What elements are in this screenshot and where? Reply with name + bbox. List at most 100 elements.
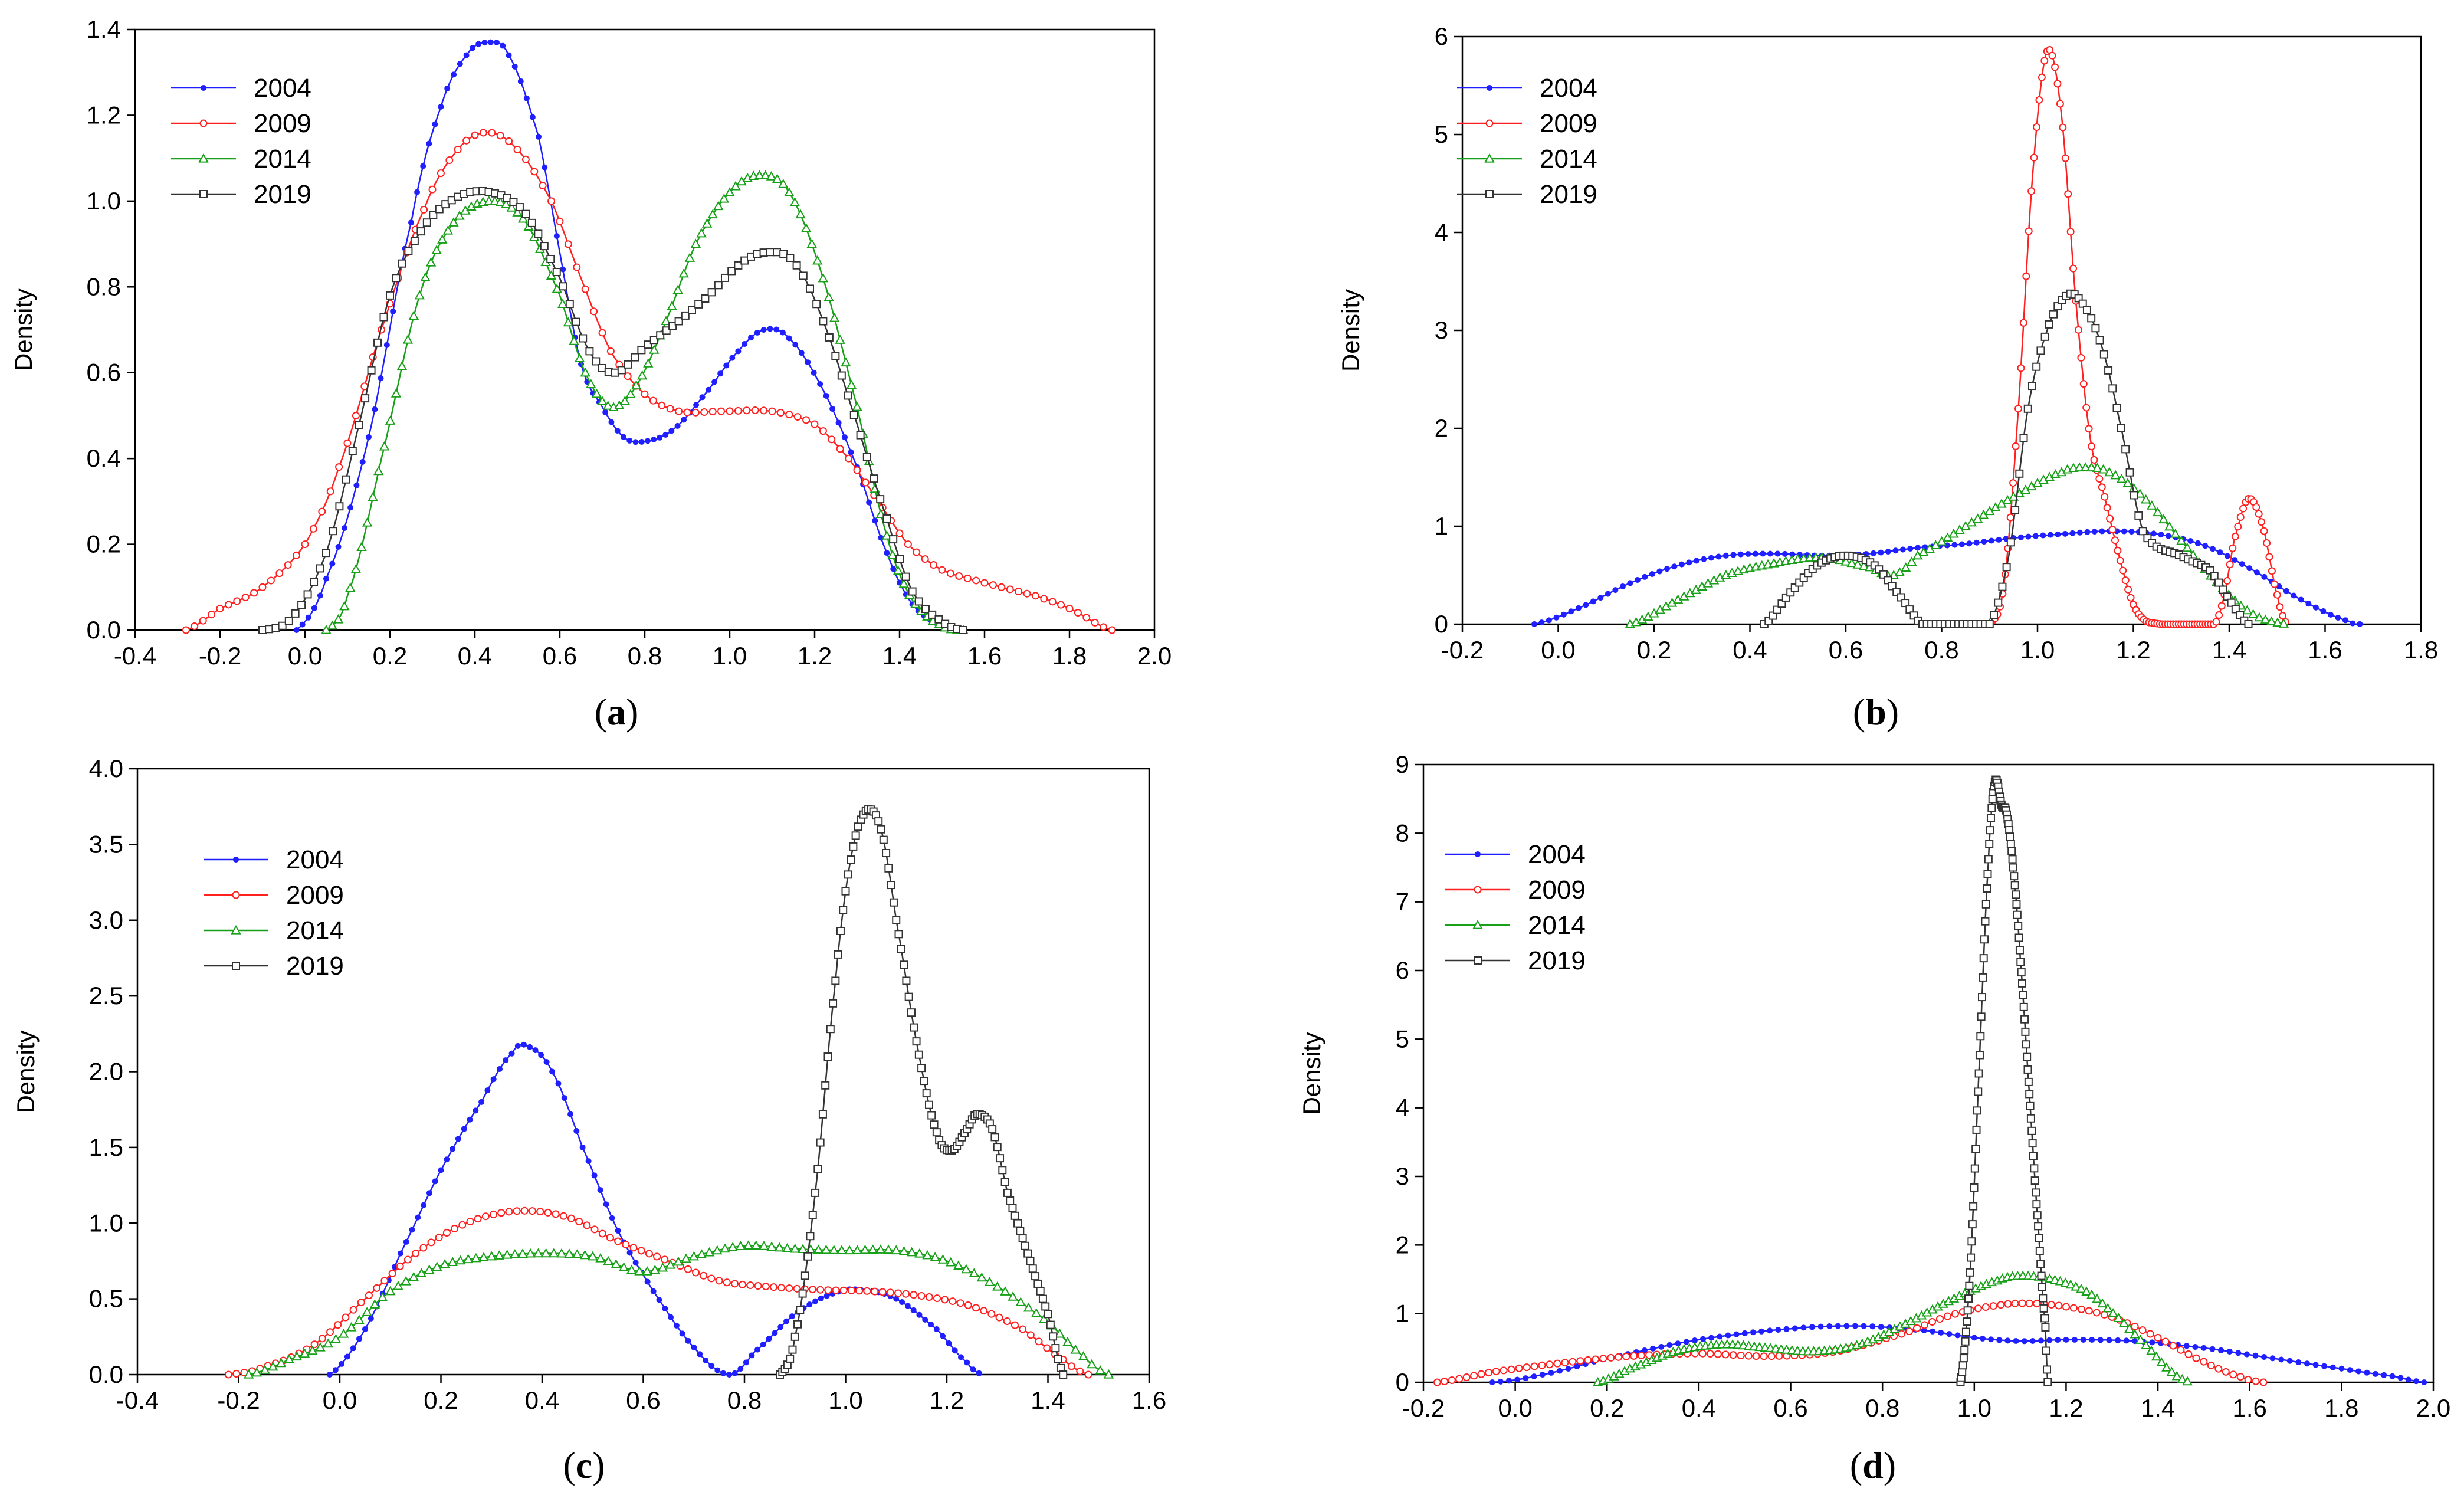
data-point: [1752, 1352, 1760, 1360]
data-point: [631, 353, 639, 362]
data-point: [1946, 1331, 1953, 1337]
data-point: [567, 1214, 575, 1222]
data-point: [2187, 537, 2194, 544]
data-point: [603, 1201, 609, 1208]
x-tick-label: 1.0: [1957, 1394, 1991, 1422]
legend-marker-2019: [1474, 956, 1482, 965]
data-point: [1861, 1323, 1867, 1329]
data-point: [2007, 847, 2016, 855]
data-point: [1701, 556, 1707, 562]
data-point: [1036, 1287, 1045, 1296]
legend-label-2004: 2004: [286, 845, 344, 874]
data-point: [574, 353, 585, 362]
data-point: [2115, 1337, 2121, 1343]
data-point: [2097, 1298, 2108, 1308]
data-point: [890, 566, 897, 572]
data-point: [2035, 96, 2043, 104]
data-point: [1967, 1237, 1976, 1246]
data-point: [1884, 576, 1892, 585]
data-point: [278, 621, 287, 630]
data-point: [2061, 154, 2069, 162]
data-point: [2088, 442, 2096, 451]
data-point: [573, 263, 581, 271]
data-point: [724, 187, 735, 196]
data-point: [462, 136, 471, 145]
data-point: [2010, 881, 2019, 890]
data-point: [388, 1269, 396, 1277]
data-point: [894, 930, 903, 939]
data-point: [811, 1188, 820, 1197]
data-point: [291, 609, 300, 618]
data-point: [1597, 595, 1604, 601]
data-point: [2012, 890, 2020, 899]
data-point: [241, 593, 250, 601]
data-point: [964, 1301, 972, 1309]
data-point: [345, 582, 356, 592]
data-point: [569, 336, 579, 345]
series-markers-2019: [1956, 775, 2052, 1386]
data-point: [378, 375, 384, 382]
data-point: [2082, 404, 2091, 412]
data-point: [2015, 469, 2024, 478]
data-point: [475, 41, 482, 47]
data-point: [2017, 534, 2024, 540]
y-tick-label: 0.0: [89, 1360, 123, 1388]
data-point: [990, 1133, 999, 1142]
series-line-2014: [326, 174, 964, 631]
data-point: [2150, 530, 2157, 537]
data-point: [527, 1044, 533, 1050]
panel-label: (b): [1853, 691, 1899, 733]
data-point: [2099, 350, 2108, 359]
data-point: [2176, 535, 2187, 545]
data-point: [343, 439, 352, 447]
data-point: [2025, 533, 2032, 540]
legend-marker-2004: [1475, 851, 1481, 857]
data-point: [2389, 1373, 2396, 1379]
data-point: [910, 1023, 918, 1032]
data-point: [1951, 542, 1958, 548]
data-point: [2244, 1375, 2252, 1383]
data-point: [2036, 1260, 2045, 1268]
data-point: [881, 530, 893, 540]
data-point: [2200, 1358, 2208, 1366]
data-point: [626, 1264, 637, 1274]
data-point: [398, 259, 406, 268]
data-point: [608, 419, 615, 425]
x-tick-label: 1.0: [828, 1386, 862, 1414]
data-point: [506, 202, 517, 212]
data-point: [762, 1283, 770, 1291]
data-point: [2214, 1365, 2223, 1373]
data-point: [1492, 1368, 1500, 1376]
legend-marker-2019: [232, 962, 240, 970]
data-point: [458, 1221, 467, 1229]
legend-marker-2014: [1484, 153, 1495, 163]
data-point: [1988, 795, 1997, 804]
data-point: [435, 1233, 443, 1241]
data-point: [488, 129, 496, 137]
data-point: [1548, 1370, 1554, 1376]
data-point: [672, 284, 683, 294]
data-point: [1760, 550, 1766, 557]
data-point: [691, 1344, 697, 1350]
legend-label-2019: 2019: [254, 180, 311, 209]
data-point: [335, 463, 343, 471]
data-point: [2017, 968, 2026, 977]
data-point: [1523, 1375, 1529, 1382]
data-point: [2283, 588, 2289, 594]
data-point: [634, 1266, 645, 1276]
data-point: [2218, 1347, 2225, 1353]
data-point: [232, 1370, 241, 1378]
data-point: [898, 1245, 910, 1255]
data-point: [2095, 475, 2104, 483]
data-point: [1951, 1310, 1959, 1318]
data-point: [773, 326, 780, 333]
data-point: [2269, 1355, 2276, 1362]
data-point: [952, 1347, 958, 1354]
data-point: [2131, 1322, 2139, 1330]
data-point: [301, 540, 309, 549]
data-point: [330, 1334, 342, 1343]
data-point: [2014, 922, 2023, 930]
data-point: [696, 1249, 707, 1258]
data-point: [668, 1314, 674, 1320]
data-point: [832, 1286, 840, 1294]
